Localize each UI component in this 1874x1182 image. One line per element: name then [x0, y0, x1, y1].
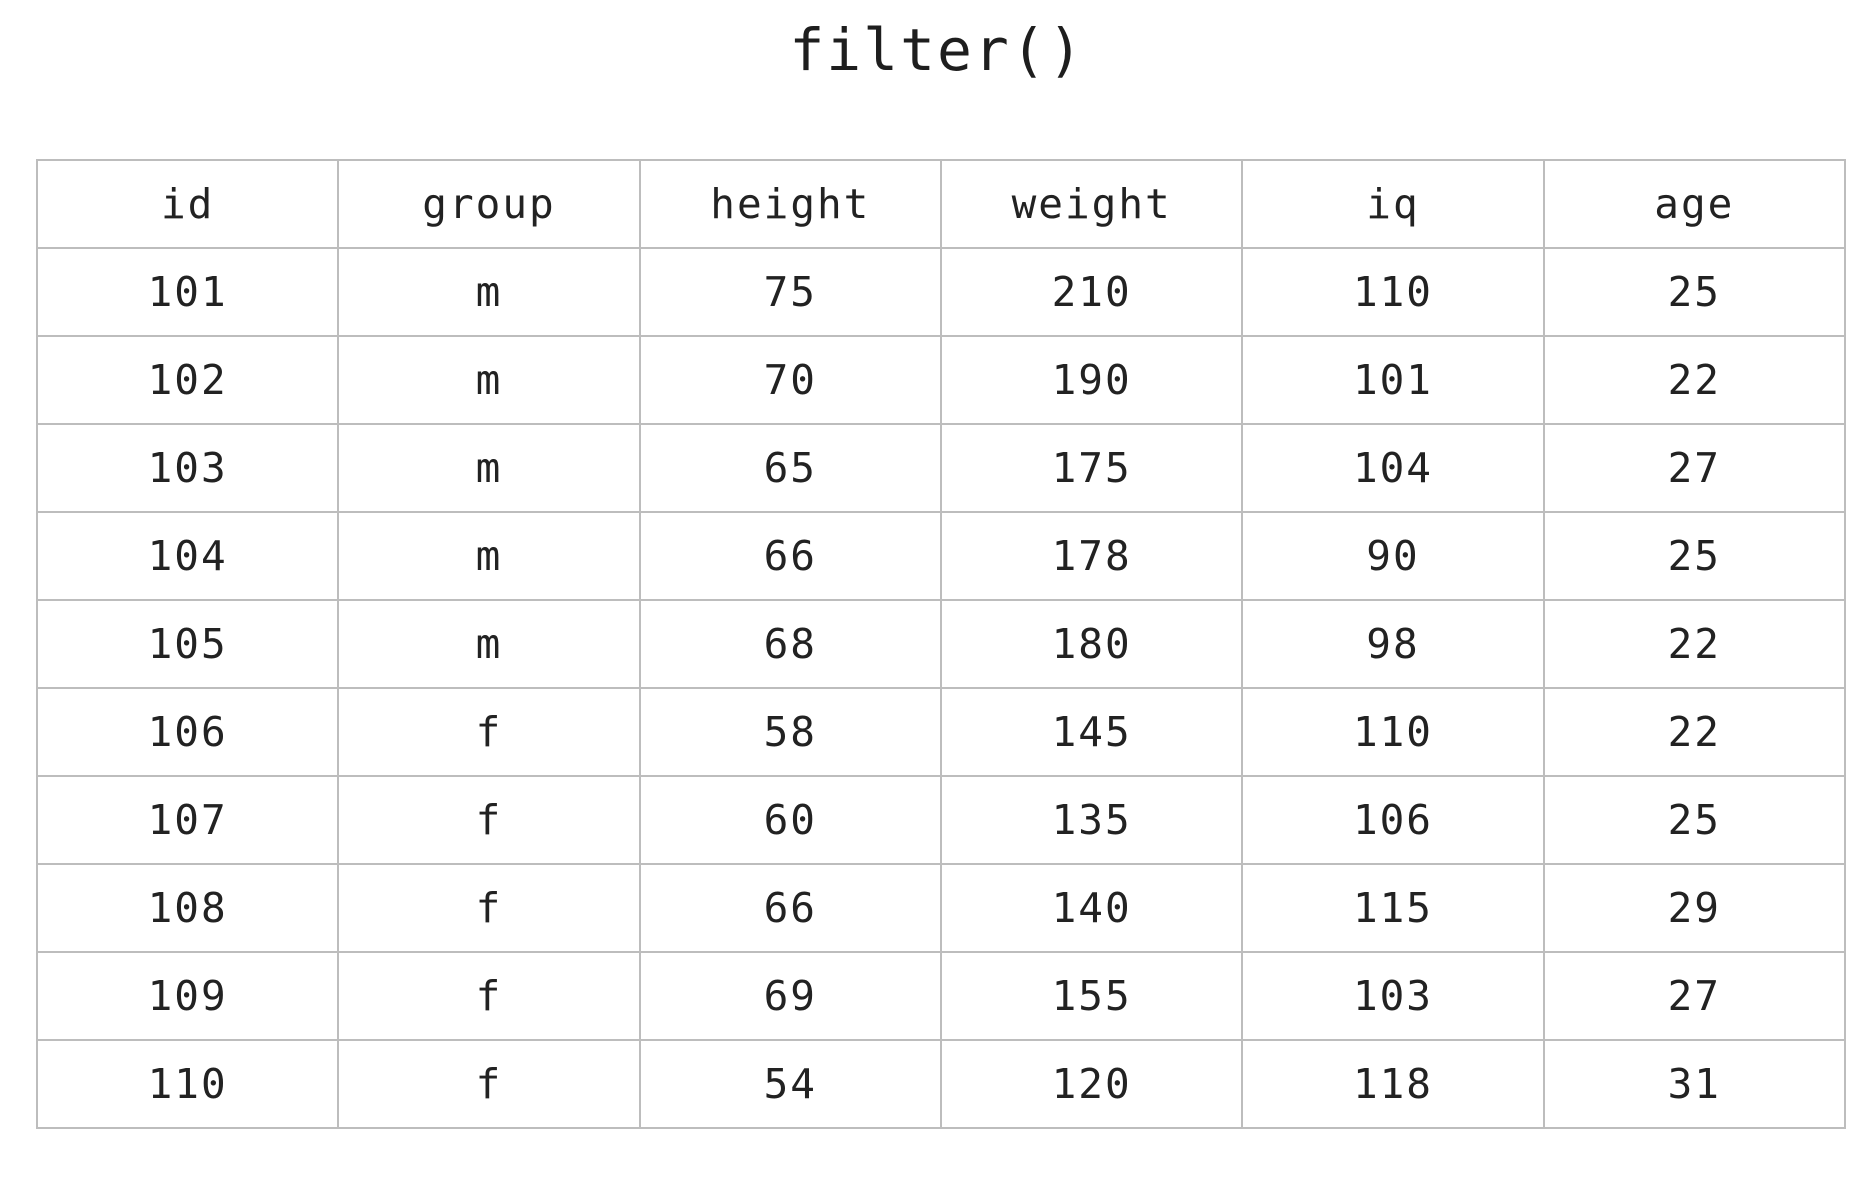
table-row: 103 m 65 175 104 27 — [35, 423, 1847, 513]
cell-age: 25 — [1542, 247, 1847, 337]
cell-iq: 98 — [1241, 599, 1545, 689]
cell-age: 22 — [1542, 599, 1847, 689]
column-header-id: id — [35, 159, 340, 249]
table-row: 104 m 66 178 90 25 — [35, 511, 1847, 601]
table-row: 109 f 69 155 103 27 — [35, 951, 1847, 1041]
cell-height: 66 — [638, 511, 942, 601]
cell-height: 75 — [638, 247, 942, 337]
cell-weight: 155 — [939, 951, 1244, 1041]
table-row: 106 f 58 145 110 22 — [35, 687, 1847, 777]
cell-iq: 101 — [1241, 335, 1545, 425]
cell-iq: 110 — [1241, 687, 1545, 777]
table-row: 102 m 70 190 101 22 — [35, 335, 1847, 425]
cell-weight: 175 — [939, 423, 1244, 513]
cell-id: 108 — [35, 863, 340, 953]
cell-id: 105 — [35, 599, 340, 689]
cell-weight: 210 — [939, 247, 1244, 337]
cell-group: m — [337, 599, 641, 689]
column-header-height: height — [638, 159, 942, 249]
cell-iq: 103 — [1241, 951, 1545, 1041]
cell-age: 27 — [1542, 423, 1847, 513]
cell-height: 58 — [638, 687, 942, 777]
table-row: 108 f 66 140 115 29 — [35, 863, 1847, 953]
cell-height: 66 — [638, 863, 942, 953]
cell-height: 54 — [638, 1039, 942, 1129]
cell-iq: 115 — [1241, 863, 1545, 953]
cell-group: f — [337, 951, 641, 1041]
data-table: id group height weight iq age 101 m 75 2… — [35, 159, 1847, 1129]
cell-iq: 90 — [1241, 511, 1545, 601]
table-body: 101 m 75 210 110 25 102 m 70 190 101 22 … — [35, 247, 1847, 1129]
table-row: 107 f 60 135 106 25 — [35, 775, 1847, 865]
cell-height: 60 — [638, 775, 942, 865]
cell-group: m — [337, 247, 641, 337]
cell-id: 104 — [35, 511, 340, 601]
cell-group: f — [337, 1039, 641, 1129]
cell-group: f — [337, 863, 641, 953]
cell-id: 103 — [35, 423, 340, 513]
cell-group: m — [337, 335, 641, 425]
cell-id: 101 — [35, 247, 340, 337]
cell-id: 107 — [35, 775, 340, 865]
cell-age: 25 — [1542, 775, 1847, 865]
cell-iq: 104 — [1241, 423, 1545, 513]
cell-id: 106 — [35, 687, 340, 777]
table-row: 110 f 54 120 118 31 — [35, 1039, 1847, 1129]
column-header-weight: weight — [939, 159, 1244, 249]
cell-age: 27 — [1542, 951, 1847, 1041]
cell-group: m — [337, 511, 641, 601]
cell-iq: 118 — [1241, 1039, 1545, 1129]
column-header-group: group — [337, 159, 641, 249]
cell-weight: 180 — [939, 599, 1244, 689]
header-row: id group height weight iq age — [35, 159, 1847, 249]
cell-id: 109 — [35, 951, 340, 1041]
cell-height: 65 — [638, 423, 942, 513]
cell-weight: 178 — [939, 511, 1244, 601]
cell-height: 69 — [638, 951, 942, 1041]
cell-id: 110 — [35, 1039, 340, 1129]
table-header: id group height weight iq age — [35, 159, 1847, 249]
cell-iq: 110 — [1241, 247, 1545, 337]
data-table-container: id group height weight iq age 101 m 75 2… — [35, 159, 1847, 1129]
cell-weight: 145 — [939, 687, 1244, 777]
cell-weight: 140 — [939, 863, 1244, 953]
cell-group: m — [337, 423, 641, 513]
cell-weight: 120 — [939, 1039, 1244, 1129]
cell-weight: 135 — [939, 775, 1244, 865]
cell-iq: 106 — [1241, 775, 1545, 865]
page-title: filter() — [789, 16, 1085, 84]
cell-group: f — [337, 775, 641, 865]
cell-age: 22 — [1542, 335, 1847, 425]
table-row: 101 m 75 210 110 25 — [35, 247, 1847, 337]
cell-age: 29 — [1542, 863, 1847, 953]
cell-age: 31 — [1542, 1039, 1847, 1129]
cell-height: 70 — [638, 335, 942, 425]
column-header-age: age — [1542, 159, 1847, 249]
cell-group: f — [337, 687, 641, 777]
column-header-iq: iq — [1241, 159, 1545, 249]
cell-age: 22 — [1542, 687, 1847, 777]
table-row: 105 m 68 180 98 22 — [35, 599, 1847, 689]
cell-age: 25 — [1542, 511, 1847, 601]
cell-id: 102 — [35, 335, 340, 425]
cell-height: 68 — [638, 599, 942, 689]
cell-weight: 190 — [939, 335, 1244, 425]
